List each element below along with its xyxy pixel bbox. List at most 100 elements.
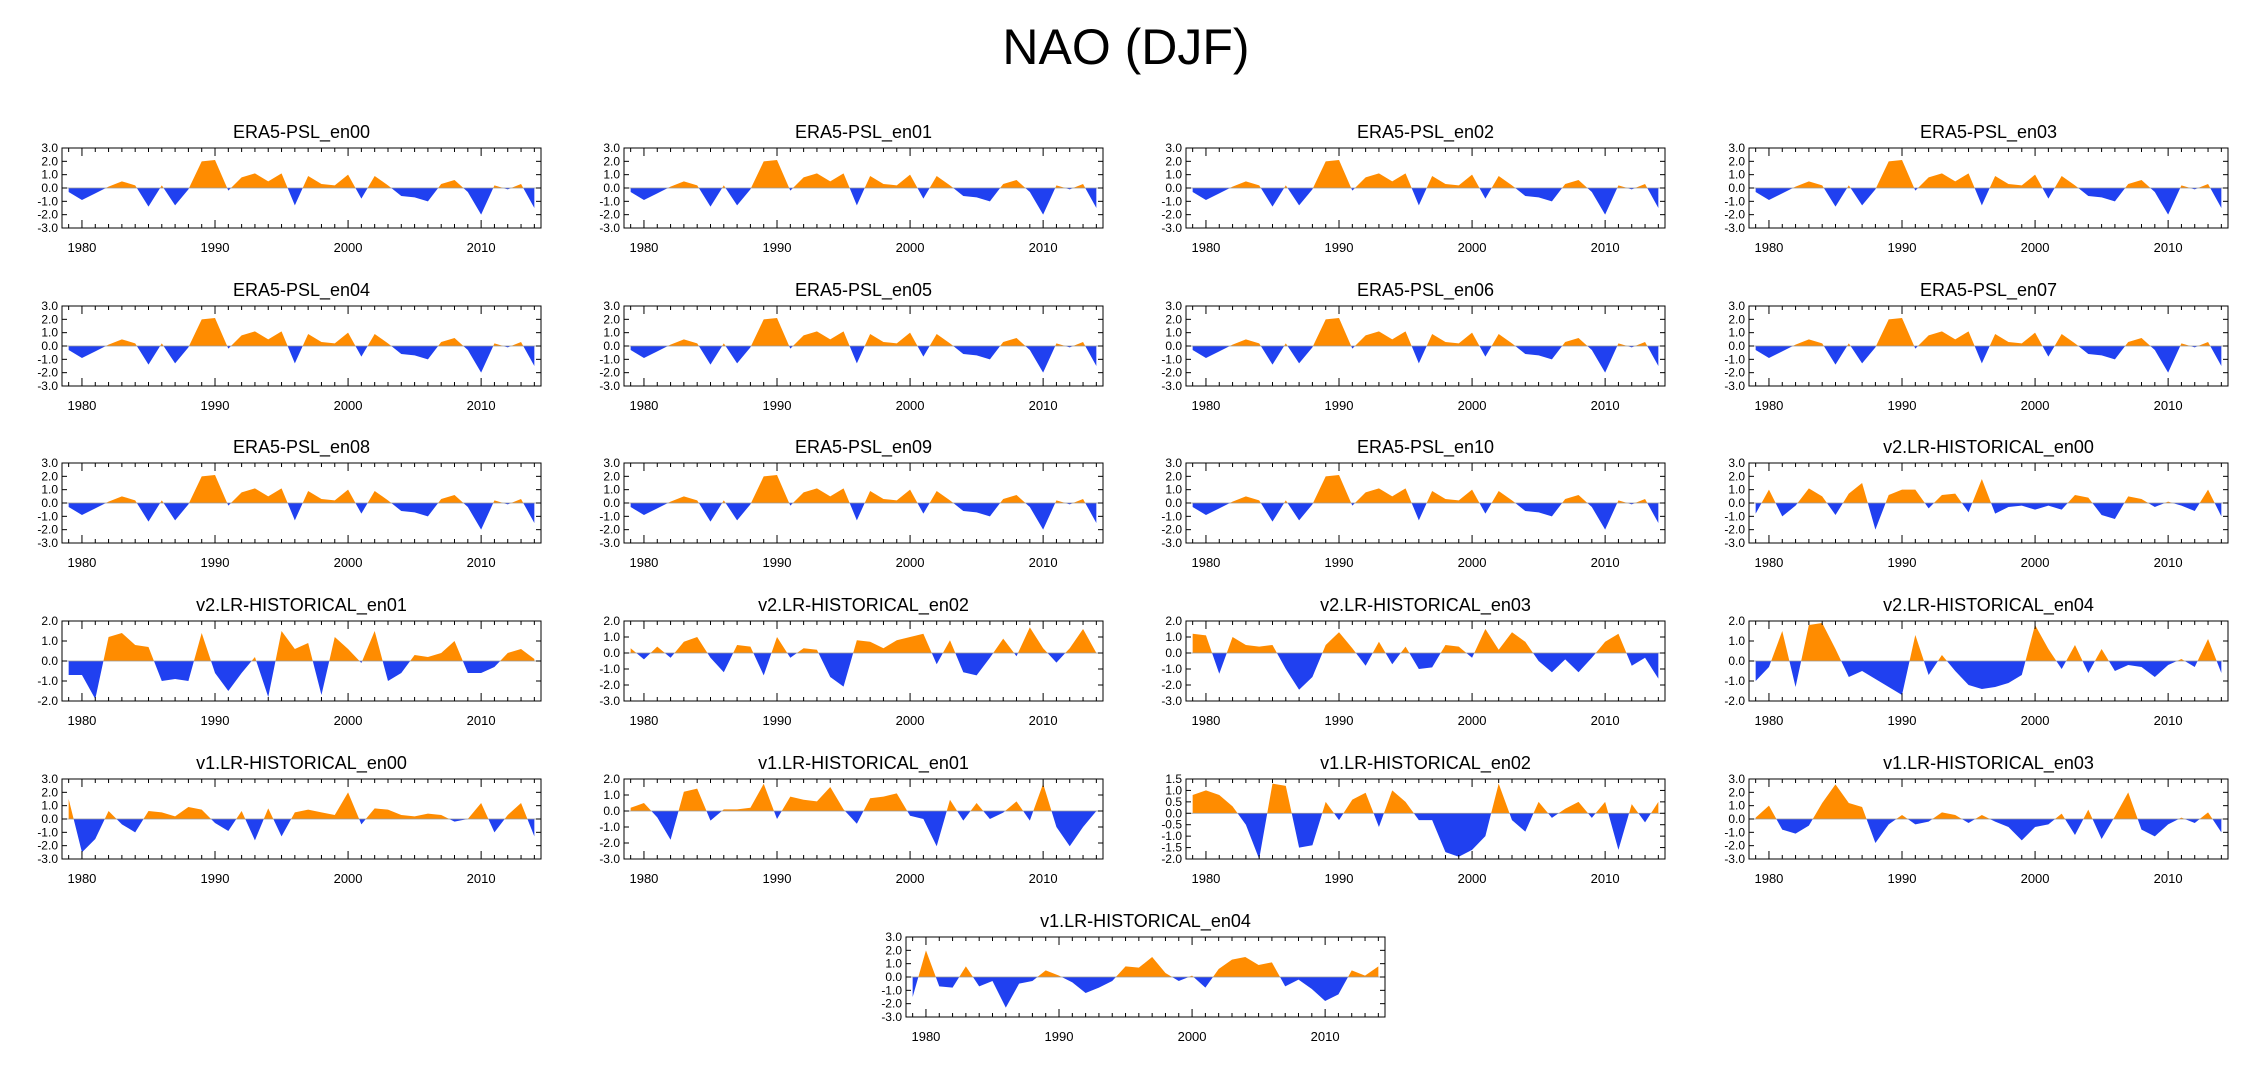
y-tick-label: 0.0 <box>603 646 620 660</box>
x-tick-label: 2000 <box>1458 240 1487 255</box>
x-tick-label: 2000 <box>896 713 925 728</box>
y-tick-label: -3.0 <box>881 1010 902 1024</box>
negative-area <box>1755 346 2222 373</box>
x-tick-label: 2010 <box>2154 240 2183 255</box>
x-tick-label: 1980 <box>67 555 96 570</box>
x-tick-label: 2000 <box>1458 713 1487 728</box>
panel-title: ERA5-PSL_en00 <box>233 122 370 143</box>
x-tick-label: 2000 <box>334 240 363 255</box>
x-tick-label: 1990 <box>1325 240 1354 255</box>
y-tick-label: 0.0 <box>41 339 58 353</box>
y-tick-label: 3.0 <box>885 930 902 944</box>
y-tick-label: 0.0 <box>603 339 620 353</box>
y-tick-label: 1.0 <box>1728 483 1745 497</box>
y-tick-label: 0.0 <box>1728 339 1745 353</box>
y-tick-label: 1.0 <box>1165 168 1182 182</box>
y-tick-label: -1.0 <box>599 352 620 366</box>
positive-area <box>68 475 535 503</box>
plot-frame <box>1185 620 1666 702</box>
panel-title: ERA5-PSL_en07 <box>1920 280 2057 301</box>
negative-area <box>1755 188 2222 215</box>
y-tick-label: 0.0 <box>41 654 58 668</box>
y-tick-label: -1.0 <box>37 194 58 208</box>
panel-title: v2.LR-HISTORICAL_en01 <box>196 595 407 616</box>
x-tick-label: 2010 <box>467 713 496 728</box>
x-tick-label: 2010 <box>1591 555 1620 570</box>
panel-18: 2.0 1.0 0.0 -1.0 -2.0 -3.0 1980 1990 2000 2010 v1.… <box>599 753 1104 886</box>
y-tick-label: 2.0 <box>603 614 620 628</box>
x-tick-label: 2010 <box>2154 713 2183 728</box>
panel-8: 3.02.01.00.0-1.0-2.0-3.0 1980 1990 2000 2010… <box>1724 280 2229 413</box>
panel-title: v2.LR-HISTORICAL_en02 <box>758 595 969 616</box>
x-tick-label: 2010 <box>2154 398 2183 413</box>
y-tick-label: -3.0 <box>1724 536 1745 550</box>
x-tick-label: 1990 <box>201 555 230 570</box>
y-tick-label: 1.0 <box>41 168 58 182</box>
y-tick-label: -1.0 <box>1724 674 1745 688</box>
y-tick-label: 1.0 <box>1165 326 1182 340</box>
plot-frame <box>623 620 1104 702</box>
x-tick-label: 1980 <box>1754 713 1783 728</box>
y-tick-label: -3.0 <box>1724 852 1745 866</box>
y-tick-label: 0.5 <box>1165 795 1182 809</box>
y-tick-label: 1.0 <box>603 326 620 340</box>
y-tick-label: 1.0 <box>603 630 620 644</box>
y-tick-label: -2.0 <box>1724 523 1745 537</box>
y-tick-label: -2.0 <box>599 208 620 222</box>
x-tick-label: 2010 <box>2154 555 2183 570</box>
x-tick-label: 1990 <box>201 871 230 886</box>
y-tick-label: 1.0 <box>603 788 620 802</box>
x-tick-label: 1990 <box>1325 871 1354 886</box>
y-tick-label: 2.0 <box>41 154 58 168</box>
panel-title: ERA5-PSL_en10 <box>1357 437 1494 458</box>
y-tick-label: 0.0 <box>1728 496 1745 510</box>
x-tick-label: 1990 <box>763 555 792 570</box>
x-tick-label: 1990 <box>201 713 230 728</box>
panel-title: ERA5-PSL_en09 <box>795 437 932 458</box>
positive-area <box>1192 783 1659 814</box>
y-tick-label: 1.0 <box>1165 483 1182 497</box>
y-tick-label: -1.0 <box>37 674 58 688</box>
panel-title: ERA5-PSL_en05 <box>795 280 932 301</box>
y-tick-label: -1.0 <box>1724 825 1745 839</box>
panel-4: 3.02.01.00.0-1.0-2.0-3.0 1980 1990 2000 2010… <box>1724 122 2229 255</box>
x-tick-label: 2010 <box>1591 713 1620 728</box>
y-tick-label: 0.0 <box>1165 181 1182 195</box>
plot-frame <box>1185 778 1666 860</box>
negative-area <box>1192 653 1659 690</box>
x-tick-label: 2010 <box>1591 240 1620 255</box>
y-tick-label: -3.0 <box>37 379 58 393</box>
panel-1: 3.02.01.00.0-1.0-2.0-3.0 1980 1990 2000 2010… <box>37 122 542 255</box>
negative-area <box>68 346 535 373</box>
y-tick-label: -2.0 <box>881 997 902 1011</box>
y-tick-label: 2.0 <box>41 469 58 483</box>
y-tick-label: 3.0 <box>603 456 620 470</box>
y-tick-label: 0.0 <box>41 812 58 826</box>
y-tick-label: -3.0 <box>1161 694 1182 708</box>
y-tick-label: 0.0 <box>41 181 58 195</box>
y-tick-label: -3.0 <box>1724 221 1745 235</box>
x-tick-label: 2010 <box>1029 555 1058 570</box>
y-tick-label: -3.0 <box>1161 536 1182 550</box>
y-tick-label: -1.0 <box>1161 509 1182 523</box>
panel-title: ERA5-PSL_en03 <box>1920 122 2057 143</box>
positive-area <box>1192 318 1659 346</box>
y-tick-label: -3.0 <box>37 221 58 235</box>
y-tick-label: 1.0 <box>603 168 620 182</box>
positive-area <box>630 160 1097 188</box>
y-tick-label: -3.0 <box>1161 221 1182 235</box>
positive-area <box>68 160 535 188</box>
x-tick-label: 2010 <box>467 555 496 570</box>
y-tick-label: -3.0 <box>599 379 620 393</box>
y-tick-label: 2.0 <box>1165 154 1182 168</box>
positive-area <box>630 627 1097 653</box>
y-tick-label: 0.0 <box>603 496 620 510</box>
y-tick-label: 1.0 <box>885 957 902 971</box>
y-tick-label: 3.0 <box>1165 141 1182 155</box>
x-tick-label: 2000 <box>2021 398 2050 413</box>
y-tick-label: -2.0 <box>1161 852 1182 866</box>
x-tick-label: 1980 <box>911 1029 940 1044</box>
y-tick-label: -2.0 <box>599 836 620 850</box>
y-tick-label: 2.0 <box>603 154 620 168</box>
x-tick-label: 1980 <box>1191 398 1220 413</box>
